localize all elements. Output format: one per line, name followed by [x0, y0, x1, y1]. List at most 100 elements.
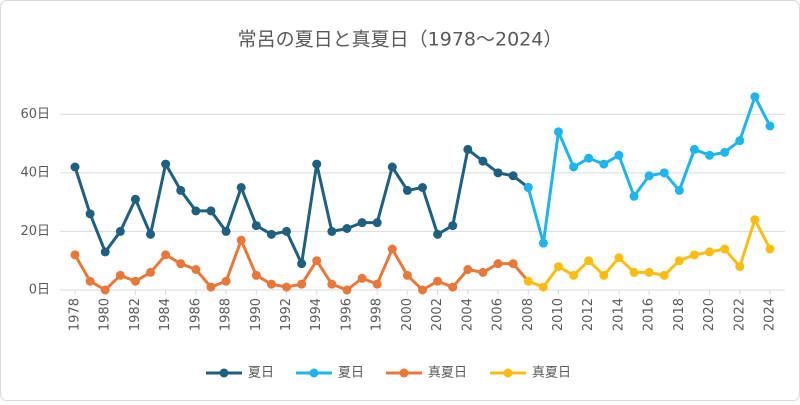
x-tick-label: 2006 [491, 298, 506, 331]
x-tick-label: 2016 [642, 298, 657, 331]
data-point [674, 256, 684, 266]
data-point [433, 276, 443, 286]
x-tick-label: 1984 [158, 298, 173, 331]
data-point [85, 209, 95, 219]
data-point [538, 238, 548, 248]
x-tick-label: 1978 [68, 298, 83, 331]
data-point [599, 270, 609, 280]
data-point [402, 270, 412, 280]
data-point [508, 259, 518, 269]
data-point [629, 191, 639, 201]
data-point [251, 270, 261, 280]
data-point [70, 250, 80, 260]
data-point [251, 221, 261, 231]
data-point [553, 127, 563, 137]
data-point [191, 265, 201, 274]
data-point [130, 194, 140, 204]
data-point [161, 250, 171, 260]
data-point [372, 279, 382, 289]
legend-label: 真夏日 [532, 366, 571, 381]
data-point [176, 185, 186, 195]
data-point [569, 162, 579, 172]
data-point [357, 218, 367, 228]
data-point [387, 162, 397, 172]
x-tick-label: 2002 [430, 298, 445, 331]
data-point [705, 247, 715, 257]
data-point [342, 224, 352, 233]
data-point [523, 183, 533, 192]
data-point [493, 168, 503, 178]
y-tick-label: 20日 [20, 224, 50, 239]
data-point [765, 121, 775, 131]
data-point [705, 150, 715, 160]
data-point [614, 253, 624, 263]
data-point [70, 162, 80, 172]
data-point [478, 156, 488, 166]
data-point [478, 267, 488, 277]
data-point [659, 270, 669, 280]
data-point [282, 226, 292, 236]
x-tick-label: 2000 [400, 298, 415, 331]
data-point [297, 279, 307, 289]
data-point [750, 92, 760, 102]
data-point [327, 279, 337, 289]
data-point [146, 229, 156, 239]
data-point [659, 168, 669, 178]
data-point [553, 262, 563, 272]
data-point [689, 144, 699, 154]
x-tick-label: 2004 [460, 298, 475, 331]
y-tick-label: 40日 [20, 165, 50, 180]
data-point [418, 285, 427, 295]
x-tick-label: 1996 [339, 298, 354, 331]
x-tick-label: 1986 [188, 298, 203, 331]
x-tick-label: 1990 [249, 298, 264, 331]
data-point [146, 267, 156, 277]
data-point [206, 282, 216, 292]
data-point [599, 159, 609, 169]
data-point [433, 229, 443, 239]
data-point [735, 136, 745, 146]
legend-marker [219, 368, 229, 378]
data-point [644, 171, 654, 181]
data-point [266, 229, 276, 239]
data-point [765, 244, 775, 254]
x-tick-label: 1992 [279, 298, 294, 331]
data-point [584, 256, 594, 266]
data-point [448, 221, 458, 231]
data-point [629, 267, 639, 277]
data-point [85, 276, 95, 286]
data-point [463, 265, 473, 274]
data-point [236, 235, 246, 245]
data-point [357, 273, 367, 283]
legend-marker [503, 368, 513, 378]
x-tick-label: 1982 [128, 298, 143, 331]
data-point [327, 226, 337, 236]
x-tick-label: 1994 [309, 298, 324, 331]
data-point [206, 206, 216, 216]
data-point [508, 171, 518, 181]
data-point [282, 282, 292, 292]
x-tick-label: 2024 [763, 298, 778, 331]
legend-marker [399, 368, 409, 378]
y-tick-label: 0日 [29, 283, 50, 298]
data-point [221, 276, 231, 286]
data-point [569, 270, 579, 280]
data-point [342, 285, 352, 295]
data-point [115, 270, 125, 280]
data-point [297, 259, 307, 269]
data-point [448, 282, 458, 292]
legend-label: 夏日 [338, 366, 364, 381]
x-tick-label: 2008 [521, 298, 536, 331]
y-tick-label: 60日 [20, 107, 50, 122]
x-tick-label: 1988 [219, 298, 234, 331]
legend-label: 真夏日 [428, 366, 467, 381]
data-point [176, 259, 186, 269]
data-point [735, 262, 745, 272]
x-tick-label: 2022 [732, 298, 747, 331]
legend-marker [309, 368, 319, 378]
x-tick-label: 1980 [98, 298, 113, 331]
data-point [674, 185, 684, 195]
data-point [750, 215, 760, 225]
